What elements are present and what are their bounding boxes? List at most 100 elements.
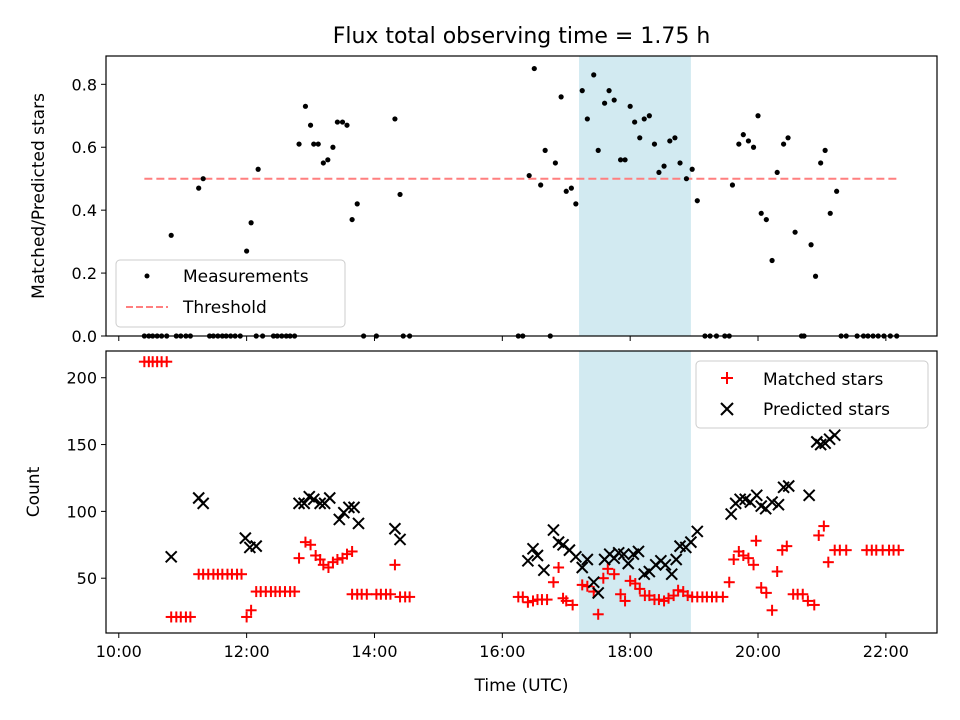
measurement-point	[758, 210, 764, 216]
x-stroke-2	[632, 545, 645, 558]
x-stroke-2	[196, 497, 210, 510]
x-tick-label: 10:00	[96, 642, 142, 661]
matched-star-point	[742, 552, 754, 564]
x-stroke-2	[739, 493, 752, 506]
predicted-star-point	[576, 561, 589, 574]
measurement-point	[656, 169, 662, 176]
x-stroke-2	[659, 558, 672, 572]
x-stroke-2	[772, 498, 785, 511]
matched-star-point	[748, 559, 760, 571]
predicted-star-point	[750, 489, 763, 502]
x-stroke-2	[581, 553, 594, 566]
legend-measurement-marker	[144, 273, 150, 279]
x-tick-label: 20:00	[735, 642, 781, 661]
predicted-star-point	[388, 522, 402, 535]
x-stroke-2	[307, 493, 320, 506]
x-stroke-2	[347, 501, 361, 514]
measurement-point	[683, 176, 690, 182]
matched-star-point	[771, 566, 783, 578]
measurement-point	[729, 182, 736, 188]
matched-star-point	[389, 559, 401, 571]
matched-star-point	[602, 563, 614, 575]
matched-star-point	[755, 582, 767, 594]
x-stroke-2	[612, 546, 625, 560]
x-stroke-2	[556, 538, 570, 551]
legend-matched-label: Matched stars	[763, 370, 883, 390]
top-observing-window	[579, 56, 691, 336]
measurement-point	[602, 100, 608, 106]
matched-star-point	[808, 599, 820, 611]
matched-star-point	[760, 587, 772, 599]
matched-star-point	[766, 604, 778, 616]
x-stroke-2	[684, 535, 698, 549]
x-stroke-2	[733, 493, 747, 506]
legend-threshold-label: Threshold	[182, 298, 267, 318]
x-axis-label: Time (UTC)	[474, 676, 569, 696]
y-tick-label: 100	[66, 502, 97, 521]
matched-star-point	[236, 568, 248, 580]
matched-star-point	[672, 584, 684, 596]
measurement-point	[526, 172, 532, 179]
legend-predicted-marker	[720, 402, 734, 416]
measurement-point	[792, 229, 798, 235]
matched-star-point	[893, 544, 905, 556]
x-stroke-2	[388, 522, 402, 535]
measurement-point	[611, 97, 617, 103]
measurement-point	[750, 144, 757, 150]
predicted-star-point	[669, 553, 683, 566]
predicted-star-point	[521, 554, 535, 568]
measurement-point	[563, 188, 569, 194]
measurement-point	[244, 248, 250, 254]
top-y-tick-label: 0.4	[72, 201, 97, 220]
legend-predicted-label: Predicted stars	[763, 400, 890, 420]
matched-star-point	[553, 562, 565, 574]
x-stroke-2	[531, 549, 544, 562]
matched-star-point	[361, 588, 373, 600]
predicted-star-point	[828, 428, 841, 442]
measurement-point	[311, 141, 317, 147]
x-stroke-2	[526, 542, 540, 556]
x-stroke-2	[552, 535, 565, 549]
top-axis-ticks: 0.0 0.2 0.4 0.6 0.8	[72, 75, 887, 346]
predicted-star-point	[297, 497, 311, 510]
matched-star-point	[750, 535, 762, 547]
measurement-point	[568, 185, 574, 191]
measurement-point	[349, 216, 355, 223]
x-stroke-2	[239, 531, 252, 545]
x-stroke-2	[352, 517, 365, 530]
predicted-star-point	[632, 545, 645, 558]
measurement-point	[325, 157, 331, 163]
measurement-point	[248, 220, 254, 226]
measurement-point	[622, 157, 628, 163]
measurement-point	[255, 166, 261, 172]
measurement-point	[627, 103, 633, 109]
measurement-point	[330, 144, 336, 150]
x-stroke-2	[303, 490, 316, 503]
predicted-star-point	[313, 497, 327, 510]
measurement-point	[354, 201, 360, 207]
x-stroke-2	[673, 539, 687, 553]
x-tick-label: 22:00	[863, 642, 909, 661]
measurement-point	[740, 132, 746, 138]
measurement-point	[558, 94, 564, 100]
measurement-point	[780, 141, 787, 147]
x-stroke-2	[521, 554, 535, 568]
matched-star-point	[384, 588, 396, 600]
y-tick-label: 150	[66, 436, 97, 455]
measurement-point	[606, 88, 612, 94]
measurement-point	[763, 216, 769, 223]
top-y-tick-label: 0.6	[72, 138, 97, 157]
measurement-point	[595, 147, 601, 153]
measurement-point	[755, 113, 761, 119]
x-stroke-2	[755, 499, 768, 513]
legend-measurements-label: Measurements	[183, 267, 309, 287]
x-stroke-2	[750, 489, 763, 502]
matched-star-point	[289, 586, 301, 598]
measurement-point	[334, 119, 341, 125]
top-y-tick-label: 0.0	[72, 327, 97, 346]
x-stroke-2	[802, 489, 816, 502]
x-stroke-2	[814, 438, 827, 451]
predicted-star-point	[352, 517, 365, 530]
matched-star-point	[541, 594, 553, 606]
measurement-point	[552, 160, 558, 166]
